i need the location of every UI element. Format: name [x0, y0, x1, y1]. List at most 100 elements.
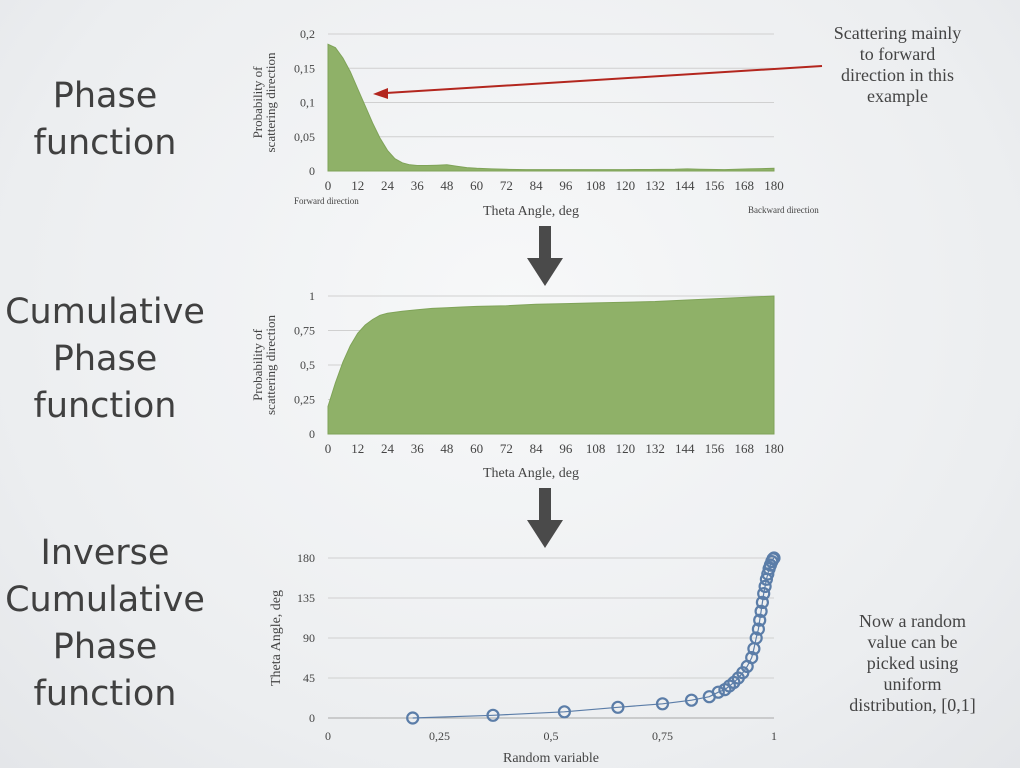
x-tick-label: 24 — [381, 441, 395, 456]
x-tick-label: 144 — [675, 178, 695, 193]
scatter-point — [767, 551, 781, 565]
title-line: function — [33, 674, 177, 714]
note-line: example — [867, 86, 928, 106]
y-axis-label: Probability of — [250, 66, 265, 139]
scatter-point — [745, 650, 759, 665]
scatter-point — [754, 604, 768, 618]
x-tick-label: 36 — [411, 441, 425, 456]
random-value-note: Now a random value can be picked using u… — [830, 611, 995, 716]
scatter-point — [757, 586, 771, 601]
y-tick-label: 0,15 — [294, 61, 315, 75]
note-line: Now a random — [859, 611, 966, 631]
y-tick-label: 0,25 — [294, 393, 315, 407]
y-axis-label: Theta Angle, deg — [269, 590, 284, 686]
scatter-point — [751, 622, 766, 636]
y-tick-label: 0,75 — [294, 324, 315, 338]
y-tick-label: 45 — [303, 671, 315, 685]
x-tick-label: 132 — [645, 178, 665, 193]
x-tick-label: 168 — [735, 441, 755, 456]
x-tick-label: 0 — [325, 178, 332, 193]
cumulative-phase-function-chart: 0 0,25 0,5 0,75 1 0 12 24 36 48 60 72 84 96 108 120 132 1… — [250, 289, 784, 481]
y-tick-label: 0,5 — [300, 358, 315, 372]
y-axis-label: Probability of — [250, 328, 265, 401]
title-cumulative-phase-function: Cumulative Phase function — [0, 289, 210, 430]
scatter-point — [611, 700, 625, 714]
title-line: Phase — [52, 76, 158, 116]
x-tick-label: 72 — [500, 441, 513, 456]
title-line: function — [33, 386, 177, 426]
note-line: Scattering mainly — [833, 23, 962, 43]
x-tick-label: 0 — [325, 729, 331, 743]
scatter-point — [755, 595, 770, 610]
x-axis-label: Random variable — [503, 751, 599, 766]
x-tick-label: 180 — [764, 178, 784, 193]
forward-direction-label: Forward direction — [294, 196, 359, 206]
scatter-point — [486, 708, 500, 722]
x-tick-label: 96 — [559, 178, 573, 193]
x-tick-label: 24 — [381, 178, 395, 193]
x-tick-label: 0 — [325, 441, 332, 456]
y-tick-label: 0,2 — [300, 27, 315, 41]
x-tick-label: 60 — [470, 178, 483, 193]
title-inverse-cumulative-phase-function: Inverse Cumulative Phase function — [0, 530, 210, 718]
note-line: distribution, [0,1] — [849, 695, 976, 715]
title-line: Phase — [52, 627, 158, 667]
y-tick-label: 180 — [297, 551, 315, 565]
x-tick-label: 120 — [616, 441, 636, 456]
y-tick-label: 0 — [309, 711, 315, 725]
scatter-point — [655, 697, 670, 711]
scatter-point — [557, 705, 572, 719]
x-tick-label: 84 — [530, 178, 544, 193]
y-tick-label: 0 — [309, 427, 315, 441]
down-arrow-icon — [527, 488, 563, 548]
scattering-note: Scattering mainly to forward direction i… — [810, 23, 985, 107]
phase-function-chart: 0 0,05 0,1 0,15 0,2 0 12 24 36 48 60 72 84 96 108 120 13… — [250, 27, 823, 219]
title-line: Phase — [52, 339, 158, 379]
x-tick-label: 108 — [586, 441, 606, 456]
inverse-cumulative-phase-function-chart: 0 45 90 135 180 0 0,25 0,5 0,75 1 Random variable T… — [269, 551, 781, 766]
down-arrow-icon — [527, 226, 563, 286]
x-tick-label: 168 — [735, 178, 755, 193]
x-tick-label: 12 — [351, 178, 364, 193]
x-tick-label: 0,25 — [429, 729, 450, 743]
x-tick-label: 156 — [705, 178, 725, 193]
x-axis-label: Theta Angle, deg — [483, 204, 579, 219]
y-tick-label: 90 — [303, 631, 315, 645]
x-tick-label: 1 — [771, 729, 777, 743]
scatter-point — [684, 693, 699, 707]
x-tick-label: 132 — [645, 441, 665, 456]
y-tick-label: 1 — [309, 289, 315, 303]
x-tick-label: 0,5 — [544, 729, 559, 743]
note-line: direction in this — [841, 65, 954, 85]
x-tick-label: 96 — [559, 441, 573, 456]
note-line: uniform — [883, 674, 942, 694]
area-series — [327, 43, 775, 172]
scatter-point — [406, 711, 420, 725]
scatter-point — [758, 579, 772, 594]
y-tick-label: 0 — [309, 164, 315, 178]
title-line: Inverse — [40, 533, 170, 573]
backward-direction-label: Backward direction — [748, 205, 819, 215]
x-axis-label: Theta Angle, deg — [483, 466, 579, 481]
y-tick-label: 0,1 — [300, 96, 315, 110]
x-tick-label: 48 — [440, 441, 453, 456]
x-tick-label: 0,75 — [652, 729, 673, 743]
area-series — [327, 295, 775, 435]
scatter-point — [749, 631, 763, 645]
y-axis-label: scattering direction — [263, 52, 278, 152]
y-axis-label: scattering direction — [263, 315, 278, 415]
title-line: function — [33, 123, 177, 163]
x-tick-label: 120 — [616, 178, 636, 193]
x-tick-label: 12 — [351, 441, 364, 456]
title-line: Cumulative — [5, 292, 205, 332]
x-tick-label: 36 — [411, 178, 425, 193]
x-tick-label: 72 — [500, 178, 513, 193]
y-tick-label: 0,05 — [294, 130, 315, 144]
scatter-point — [761, 567, 775, 581]
scatter-point — [711, 685, 725, 699]
x-tick-label: 180 — [764, 441, 784, 456]
x-tick-label: 108 — [586, 178, 606, 193]
x-tick-label: 48 — [440, 178, 453, 193]
x-tick-label: 84 — [530, 441, 544, 456]
